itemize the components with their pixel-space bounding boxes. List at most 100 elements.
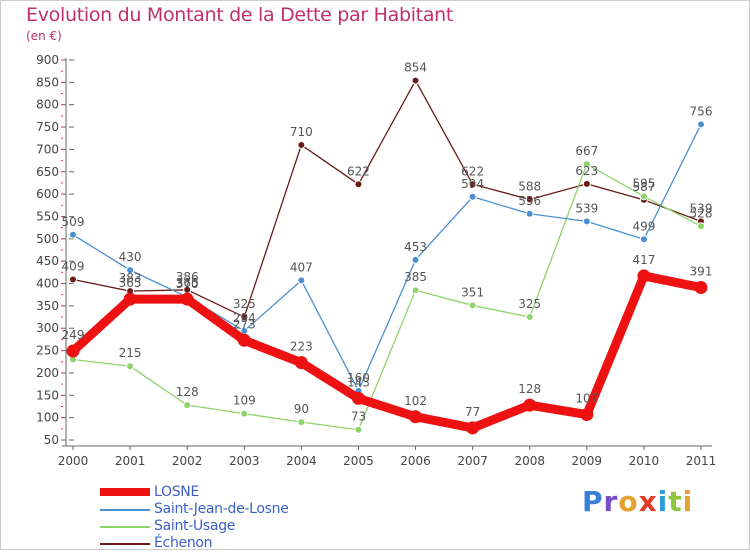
series-line--chenon (72, 79, 702, 318)
data-point-losne (66, 344, 80, 358)
data-label--chenon: 588 (518, 179, 541, 193)
data-label-losne: 391 (690, 265, 713, 279)
data-label--chenon: 539 (690, 201, 713, 215)
legend-swatch (100, 526, 150, 528)
data-point-saint-usage (582, 160, 591, 169)
y-tick-label: 100 (36, 411, 59, 425)
x-tick-label: 2008 (514, 454, 545, 468)
chart-title: Evolution du Montant de la Dette par Hab… (26, 4, 454, 26)
data-label--chenon: 383 (119, 271, 142, 285)
data-point-losne (294, 356, 308, 370)
data-label-losne: 77 (465, 405, 480, 419)
data-label-saint-jean-de-losne: 453 (404, 240, 427, 254)
data-point-saint-usage (126, 362, 135, 371)
data-label-losne: 365 (176, 276, 199, 290)
data-label-saint-jean-de-losne: 370 (176, 277, 199, 291)
data-label-saint-jean-de-losne: 499 (632, 219, 655, 233)
data-label-saint-usage: 351 (461, 285, 484, 299)
data-label-losne: 143 (347, 375, 370, 389)
data-label-saint-jean-de-losne: 756 (690, 104, 713, 118)
data-label--chenon: 409 (62, 260, 85, 274)
y-tick-label: 750 (36, 120, 59, 134)
data-label-saint-usage: 73 (351, 410, 366, 424)
data-point-saint-jean-de-losne (525, 209, 534, 218)
data-label-saint-jean-de-losne: 430 (119, 250, 142, 264)
data-label-losne: 128 (518, 382, 541, 396)
chart-subtitle: (en €) (26, 29, 62, 43)
y-tick-label: 450 (36, 254, 59, 268)
data-point-losne (637, 269, 651, 283)
data-label-saint-usage: 109 (233, 394, 256, 408)
data-point--chenon (468, 180, 477, 189)
series-line-saint-jean-de-losne (72, 123, 702, 392)
data-label-losne: 249 (62, 328, 85, 342)
data-label-saint-usage: 325 (518, 297, 541, 311)
x-tick-label: 2002 (172, 454, 203, 468)
data-label-saint-jean-de-losne: 509 (62, 215, 85, 229)
legend-swatch (100, 543, 150, 545)
data-label-saint-usage: 667 (575, 144, 598, 158)
y-tick-label: 850 (36, 75, 59, 89)
data-point-saint-jean-de-losne (697, 120, 705, 129)
x-tick-label: 2011 (686, 454, 717, 468)
data-point-saint-usage (468, 301, 477, 310)
y-tick-label: 550 (36, 209, 59, 223)
y-tick-label: 350 (36, 299, 59, 313)
data-label-losne: 102 (404, 394, 427, 408)
data-label-saint-usage: 215 (119, 346, 142, 360)
data-label--chenon: 587 (632, 180, 655, 194)
data-label-losne: 417 (632, 253, 655, 267)
data-point-saint-usage (697, 222, 705, 231)
data-label-losne: 223 (290, 340, 313, 354)
y-tick-label: 150 (36, 388, 59, 402)
data-point-losne (123, 292, 137, 306)
x-tick-label: 2003 (229, 454, 260, 468)
x-tick-label: 2007 (457, 454, 488, 468)
logo-letter: t (668, 485, 683, 518)
logo-letter: o (618, 485, 639, 518)
y-tick-label: 500 (36, 232, 59, 246)
data-label-saint-usage: 595 (632, 176, 655, 190)
legend-label: LOSNE (154, 484, 200, 500)
data-point-saint-jean-de-losne (639, 235, 648, 244)
y-tick-label: 250 (36, 344, 59, 358)
data-label-saint-jean-de-losne: 160 (347, 371, 370, 385)
data-point-saint-jean-de-losne (468, 192, 477, 201)
series-line-losne (68, 271, 706, 433)
data-label--chenon: 622 (461, 164, 484, 178)
data-point--chenon (582, 179, 591, 188)
data-point-saint-usage (240, 409, 249, 418)
legend-label: Saint-Usage (154, 518, 236, 534)
legend-label: Échenon (154, 535, 213, 551)
y-tick-label: 900 (36, 53, 59, 67)
series-line-saint-usage (72, 163, 702, 431)
data-point--chenon (240, 313, 249, 322)
data-label-saint-usage: 90 (294, 402, 309, 416)
data-point--chenon (525, 195, 534, 204)
data-label-saint-jean-de-losne: 539 (575, 201, 598, 215)
data-label--chenon: 325 (233, 297, 256, 311)
data-label-saint-jean-de-losne: 407 (290, 260, 313, 274)
y-tick-label: 50 (44, 433, 59, 447)
data-point-losne (694, 281, 708, 295)
data-point-losne (580, 408, 594, 422)
y-tick-label: 400 (36, 277, 59, 291)
y-tick-label: 600 (36, 187, 59, 201)
data-label--chenon: 622 (347, 164, 370, 178)
data-point-saint-jean-de-losne (582, 217, 591, 226)
data-label--chenon: 854 (404, 61, 427, 75)
logo-letter: i (682, 485, 694, 518)
x-tick-label: 2009 (572, 454, 603, 468)
data-label-saint-jean-de-losne: 556 (518, 194, 541, 208)
data-point-saint-usage (183, 401, 192, 410)
data-label-losne: 365 (119, 276, 142, 290)
logo-letter: P (582, 485, 604, 518)
data-point-losne (180, 292, 194, 306)
legend-swatch (100, 509, 150, 511)
data-label--chenon: 710 (290, 125, 313, 139)
data-point-saint-usage (411, 286, 420, 295)
x-tick-label: 2005 (343, 454, 374, 468)
y-tick-label: 300 (36, 321, 59, 335)
logo-letter: r (603, 485, 619, 518)
